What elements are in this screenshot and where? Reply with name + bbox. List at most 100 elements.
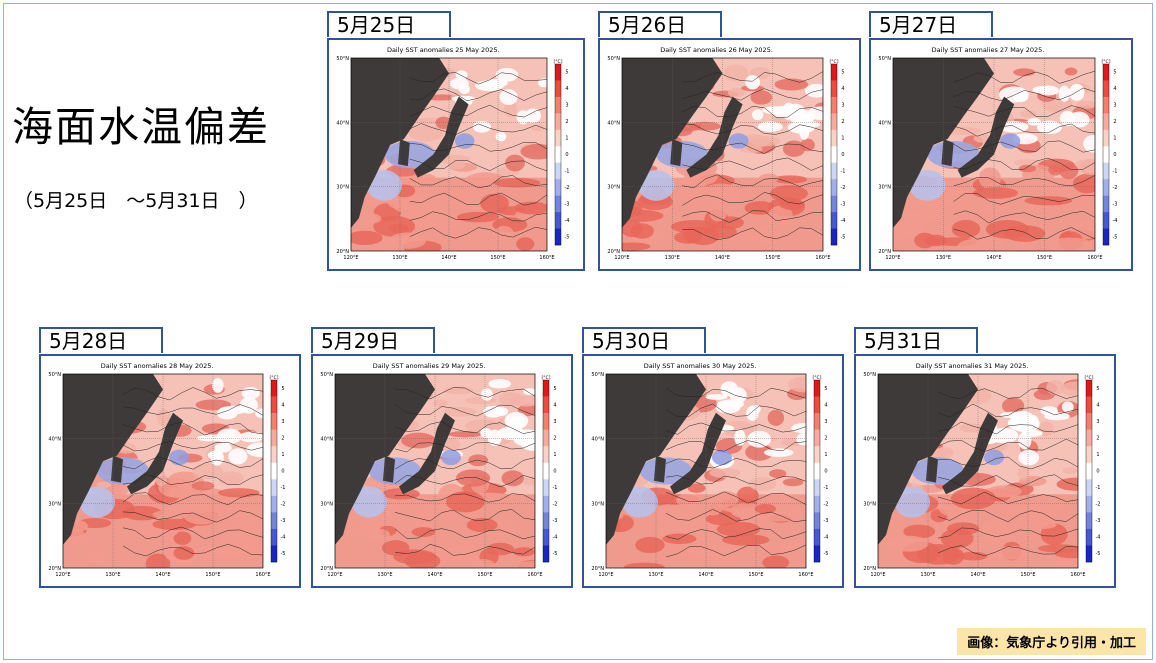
lat-tick-label: 30°N: [607, 185, 620, 191]
warm-anomaly-patch: [389, 223, 409, 234]
panel-date-tab: 5月31日: [854, 327, 978, 353]
warm-anomaly-patch: [768, 205, 793, 226]
lon-tick-label: 120°E: [614, 255, 629, 261]
contour-line: [665, 491, 806, 505]
sst-anomaly-panel: Daily SST anomalies 28 May 2025. 50°N 40°N…: [39, 354, 301, 588]
colorbar-segment: [1086, 528, 1092, 546]
colorbar-tick-label: 0: [841, 152, 844, 158]
warm-anomaly-patch: [480, 193, 509, 214]
warm-anomaly-patch: [361, 213, 382, 224]
colorbar-segment: [543, 512, 549, 530]
warm-anomaly-patch: [779, 198, 805, 210]
warm-anomaly-patch: [512, 547, 535, 557]
warm-anomaly-patch: [393, 199, 437, 215]
colorbar-tick-label: 4: [553, 402, 556, 408]
sst-anomaly-map: Daily SST anomalies 30 May 2025. 50°N 40°N…: [591, 362, 828, 578]
colorbar-segment: [1086, 429, 1092, 447]
warm-anomaly-patch: [516, 237, 535, 251]
colorbar-tick-label: 1: [841, 136, 844, 142]
colorbar-tick-label: -2: [1096, 502, 1101, 508]
contour-line: [394, 442, 535, 453]
contour-line: [665, 544, 806, 558]
lon-tick-label: 150°E: [205, 572, 220, 578]
neutral-patch: [999, 121, 1029, 133]
colorbar-segment: [1103, 179, 1109, 196]
contour-line: [953, 210, 1095, 224]
colorbar-segment: [271, 413, 277, 430]
japan-landmass: [127, 412, 183, 495]
lon-tick-label: 160°E: [1087, 255, 1102, 261]
colorbar-unit: [°C]: [1102, 59, 1111, 65]
warm-anomaly-patch: [1075, 100, 1095, 109]
map-border: [892, 57, 1096, 252]
lat-tick-label: 50°N: [863, 372, 876, 378]
contour-line: [937, 438, 1078, 452]
contour-line: [937, 491, 1078, 505]
colorbar-segment: [555, 146, 561, 164]
colorbar-tick-label: 2: [841, 119, 844, 125]
lat-tick-label: 50°N: [48, 372, 61, 378]
contour-line: [122, 474, 263, 486]
colorbar-border: [813, 379, 821, 563]
map-title: Daily SST anomalies 31 May 2025.: [916, 362, 1029, 370]
contour-line: [682, 192, 823, 206]
warm-anomaly-patch: [1059, 559, 1078, 568]
contour-line: [122, 421, 263, 436]
lat-tick-label: 40°N: [48, 437, 61, 443]
lon-tick-label: 150°E: [1037, 255, 1052, 261]
warm-anomaly-patch: [145, 553, 171, 568]
colorbar-tick-label: 5: [1113, 70, 1116, 76]
colorbar-tick-label: -4: [281, 535, 286, 541]
korea-landmass: [654, 455, 666, 483]
contour-line: [937, 456, 1078, 470]
lat-tick-label: 40°N: [878, 120, 891, 126]
warm-anomaly-patch: [416, 173, 439, 192]
warm-anomaly-patch: [662, 533, 697, 545]
warm-anomaly-patch: [226, 507, 263, 529]
neutral-patch: [1061, 401, 1074, 413]
contour-line: [409, 226, 547, 239]
colorbar-segment: [1103, 80, 1109, 98]
korea-landmass: [383, 455, 395, 483]
colorbar-segment: [543, 528, 549, 546]
contour-line: [665, 509, 806, 523]
colorbar-segment: [831, 80, 837, 98]
neutral-patch: [488, 379, 512, 389]
warm-anomaly-patch: [433, 399, 448, 407]
japan-landmass: [670, 412, 726, 495]
neutral-patch: [219, 405, 248, 415]
warm-anomaly-patch: [445, 438, 461, 452]
lon-tick-label: 120°E: [55, 572, 70, 578]
contour-line: [122, 544, 263, 557]
warm-anomaly-patch: [1047, 237, 1094, 251]
warm-anomaly-patch: [704, 225, 737, 239]
colorbar-segment: [543, 462, 549, 480]
neutral-patch: [212, 378, 224, 393]
neutral-patch: [1037, 85, 1059, 96]
map-body: [63, 374, 263, 568]
colorbar-segment: [1103, 195, 1109, 213]
warm-anomaly-patch: [1056, 477, 1078, 491]
lon-tick-label: 130°E: [920, 572, 935, 578]
warm-anomaly-patch: [96, 481, 112, 489]
map-title: Daily SST anomalies 28 May 2025.: [101, 362, 214, 370]
colorbar-segment: [814, 512, 820, 530]
warm-anomaly-patch: [727, 232, 759, 242]
colorbar-segment: [831, 162, 837, 180]
neutral-patch: [1012, 410, 1033, 424]
sst-anomaly-map: Daily SST anomalies 26 May 2025. 50°N 40°N…: [607, 46, 845, 261]
korea-landmass: [111, 455, 123, 483]
warm-anomaly-patch: [351, 230, 383, 246]
colorbar-tick-label: 5: [824, 386, 827, 392]
neutral-patch: [734, 429, 746, 446]
colorbar-tick-label: 4: [841, 86, 844, 92]
colorbar-segment: [1103, 228, 1109, 246]
sst-anomaly-map: Daily SST anomalies 27 May 2025. 50°N 40°N…: [878, 46, 1117, 261]
colorbar-segment: [271, 528, 277, 546]
neutral-patch: [773, 105, 790, 118]
colorbar-segment: [814, 413, 820, 430]
colorbar-segment: [814, 446, 820, 464]
sst-anomaly-map: Daily SST anomalies 25 May 2025. 50°N 40°N…: [336, 46, 569, 261]
colorbar-tick-label: 1: [1096, 452, 1099, 458]
colorbar-segment: [543, 545, 549, 563]
